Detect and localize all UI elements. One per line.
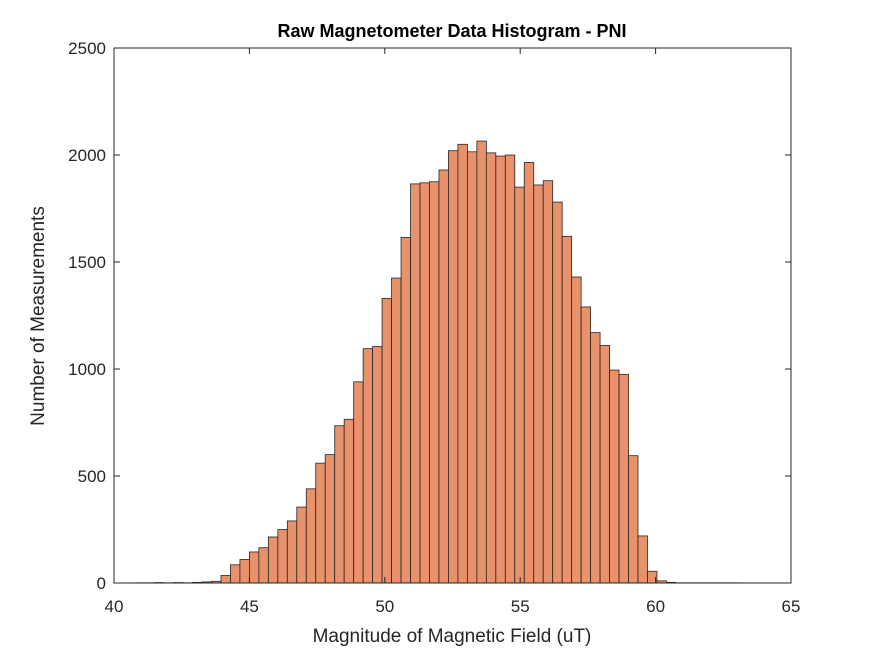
histogram-bar-25 xyxy=(372,346,383,584)
x-tick-label-5: 65 xyxy=(782,597,801,616)
histogram-bar-44 xyxy=(552,201,563,584)
x-tick-label-1: 45 xyxy=(240,597,259,616)
histogram-bar-29 xyxy=(410,183,421,584)
y-axis-label: Number of Measurements xyxy=(28,206,49,426)
histogram-bar-32 xyxy=(438,169,449,584)
histogram-bar-18 xyxy=(305,488,317,584)
histogram-bar-40 xyxy=(514,186,525,584)
histogram-bar-36 xyxy=(476,140,487,584)
histogram-bar-47 xyxy=(580,306,592,584)
histogram-bar-9 xyxy=(220,575,231,584)
histogram-bar-43 xyxy=(542,180,554,584)
y-tick-label-5: 2500 xyxy=(68,39,106,58)
histogram-bar-52 xyxy=(628,455,639,584)
x-axis: 40 45 50 55 60 65 xyxy=(105,48,801,616)
histogram-bar-13 xyxy=(258,547,269,584)
histogram-bar-53 xyxy=(637,535,648,584)
histogram-bar-48 xyxy=(590,332,601,584)
y-tick-label-4: 2000 xyxy=(68,146,106,165)
x-tick-label-0: 40 xyxy=(105,597,124,616)
histogram-bars xyxy=(135,140,743,584)
x-tick-label-4: 60 xyxy=(646,597,665,616)
plot-area-frame xyxy=(113,47,792,584)
histogram-bar-12 xyxy=(248,551,260,584)
histogram-bar-26 xyxy=(381,297,392,584)
histogram-bar-37 xyxy=(485,152,497,584)
histogram-bar-11 xyxy=(239,559,250,584)
histogram-bar-24 xyxy=(362,348,374,584)
histogram-bar-35 xyxy=(466,151,478,584)
histogram-bar-28 xyxy=(400,236,411,584)
histogram-bar-46 xyxy=(571,276,582,584)
histogram-bar-41 xyxy=(523,162,535,584)
y-axis: 0 500 1000 1500 2000 2500 xyxy=(68,39,791,593)
x-tick-label-3: 55 xyxy=(511,597,530,616)
histogram-bar-19 xyxy=(315,462,326,584)
histogram-bar-49 xyxy=(599,345,610,584)
histogram-bar-14 xyxy=(267,536,279,584)
histogram-bar-15 xyxy=(277,529,288,584)
histogram-bar-50 xyxy=(609,369,620,584)
y-tick-label-1: 500 xyxy=(78,467,106,486)
histogram-bar-10 xyxy=(230,564,241,584)
histogram-bar-17 xyxy=(296,506,307,584)
x-axis-label: Magnitude of Magnetic Field (uT) xyxy=(313,626,592,647)
histogram-bar-42 xyxy=(533,184,544,584)
y-tick-label-3: 1500 xyxy=(68,253,106,272)
histogram-bar-38 xyxy=(495,155,506,584)
histogram-bar-33 xyxy=(448,150,459,584)
histogram-bar-30 xyxy=(419,182,430,584)
histogram-bar-20 xyxy=(324,454,336,584)
histogram-bar-31 xyxy=(429,181,440,584)
histogram-bar-23 xyxy=(353,381,364,584)
histogram-bar-45 xyxy=(561,235,573,584)
histogram-bar-21 xyxy=(334,425,345,584)
histogram-bar-22 xyxy=(343,418,355,584)
histogram-bar-51 xyxy=(618,373,629,584)
histogram-bar-27 xyxy=(391,277,402,584)
histogram-bar-34 xyxy=(457,143,468,584)
chart-title: Raw Magnetometer Data Histogram - PNI xyxy=(277,21,626,41)
histogram-bar-39 xyxy=(504,154,516,584)
histogram-bar-16 xyxy=(286,520,298,584)
y-tick-label-0: 0 xyxy=(97,574,106,593)
y-tick-label-2: 1000 xyxy=(68,360,106,379)
x-tick-label-2: 50 xyxy=(375,597,394,616)
